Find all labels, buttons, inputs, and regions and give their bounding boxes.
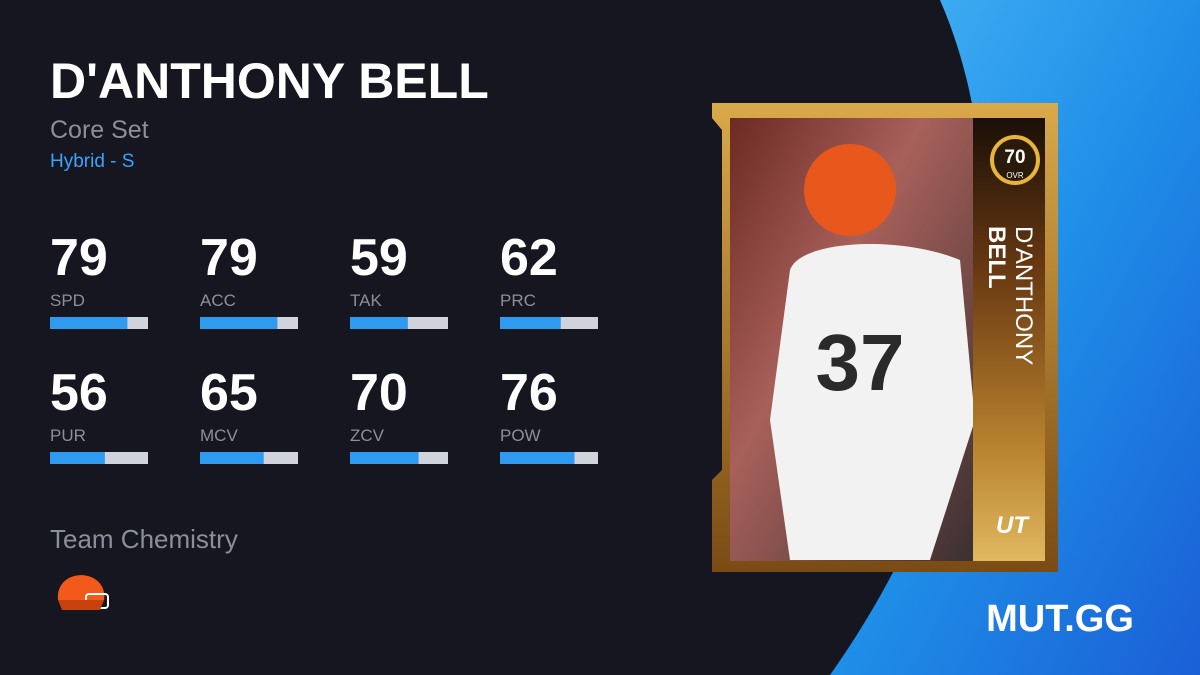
stat-label: TAK: [350, 291, 382, 310]
stat-label: MCV: [200, 426, 238, 445]
stat-label: SPD: [50, 291, 85, 310]
stat-label: ACC: [200, 291, 236, 310]
svg-text:37: 37: [816, 318, 905, 407]
player-name: D'ANTHONY BELL: [50, 53, 489, 109]
card-first-name: D'ANTHONY: [1010, 226, 1037, 365]
stat-bar: [500, 317, 561, 329]
card-set: Core Set: [50, 116, 149, 144]
team-chemistry-title: Team Chemistry: [50, 524, 238, 554]
stats-grid: 79 SPD 79 ACC 59 TAK 62 PRC 56 PUR 65 MCV 70 ZCV 76 POW: [50, 229, 598, 464]
stat-bar: [200, 317, 278, 329]
card-ovr-label: OVR: [1006, 171, 1024, 180]
item-card: 37 70 OVR D'ANTHONY BELL UT: [712, 103, 1058, 572]
card-last-name: BELL: [983, 226, 1010, 289]
stat-label: POW: [500, 426, 541, 445]
card-ovr: 70: [1004, 147, 1025, 168]
stat-label: PRC: [500, 291, 536, 310]
stat-value: 70: [350, 364, 408, 422]
stat-bar: [500, 452, 575, 464]
stat-value: 79: [50, 229, 108, 287]
position: Hybrid - S: [50, 151, 134, 172]
stat-value: 59: [350, 229, 408, 287]
stat-value: 76: [500, 364, 558, 422]
stat-value: 79: [200, 229, 258, 287]
stat-value: 62: [500, 229, 558, 287]
stat-label: ZCV: [350, 426, 385, 445]
stat-bar: [200, 452, 264, 464]
stat-bar: [350, 452, 419, 464]
team-logo: [57, 575, 109, 610]
stat-bar: [50, 452, 105, 464]
stat-value: 56: [50, 364, 108, 422]
stat-label: PUR: [50, 426, 86, 445]
stat-bar: [50, 317, 128, 329]
stat-value: 65: [200, 364, 258, 422]
card-program: UT: [996, 512, 1030, 539]
stat-bar: [350, 317, 408, 329]
brand-logo: MUT.GG: [986, 598, 1134, 640]
player-silhouette: 37: [770, 144, 975, 560]
